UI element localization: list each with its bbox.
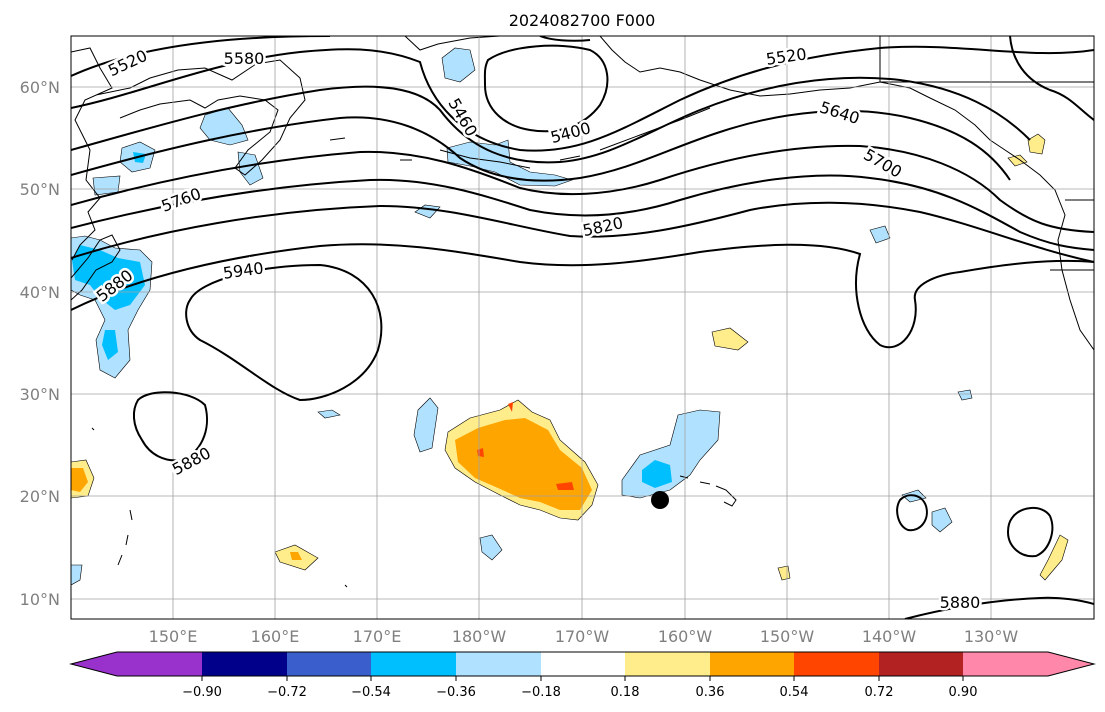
shade-area-east1 bbox=[869, 225, 891, 244]
location-marker bbox=[651, 491, 669, 509]
colorbar-segment bbox=[541, 652, 625, 676]
shade-area-hawaii-core bbox=[642, 460, 672, 488]
coastline-alaska bbox=[404, 36, 1094, 351]
contour-line bbox=[904, 596, 1094, 619]
coastline-islands bbox=[91, 427, 348, 588]
shade-area-west-core bbox=[72, 245, 145, 310]
contour-line bbox=[71, 76, 1031, 164]
colorbar-tick-label: 0.18 bbox=[611, 685, 640, 700]
map-frame bbox=[70, 35, 1095, 620]
contour-label: 5580 bbox=[224, 49, 265, 68]
lon-label: 180°W bbox=[452, 627, 507, 646]
shade-area-kuril bbox=[237, 151, 264, 186]
colorbar-tick-label: 0.36 bbox=[696, 685, 725, 700]
contour-line bbox=[1009, 36, 1094, 121]
contour-line-closed bbox=[483, 44, 609, 133]
contour-line-closed bbox=[132, 391, 208, 462]
colorbar-tick-label: 0.90 bbox=[949, 685, 978, 700]
colorbar-segment bbox=[879, 652, 963, 676]
coastline-hawaii bbox=[679, 475, 737, 507]
colorbar-tick-label: −0.36 bbox=[436, 685, 476, 700]
shade-area-small1 bbox=[317, 409, 341, 419]
shade-area-east3 bbox=[931, 507, 953, 533]
colorbar-tick-labels: −0.90 −0.72 −0.54 −0.36 −0.18 0.18 0.36 … bbox=[182, 685, 977, 700]
longitude-labels: 150°E 160°E 170°E 180°W 170°W 160°W 150°… bbox=[149, 627, 1019, 646]
contour-line bbox=[71, 144, 1094, 233]
lon-label: 130°W bbox=[964, 627, 1019, 646]
coastlines bbox=[71, 36, 1094, 588]
colorbar-tick-label: 0.54 bbox=[780, 685, 809, 700]
colorbar-extend-high bbox=[1048, 652, 1094, 676]
colorbar-ticks bbox=[201, 676, 964, 681]
lat-label: 40°N bbox=[20, 283, 60, 302]
shade-area-central-pos-red1 bbox=[556, 482, 574, 490]
contour-line-closed bbox=[185, 263, 383, 402]
contour-line bbox=[71, 109, 1011, 182]
lat-label: 30°N bbox=[20, 385, 60, 404]
shade-area-south bbox=[479, 534, 503, 561]
contour-line bbox=[71, 45, 1094, 152]
colorbar-segment bbox=[456, 652, 541, 676]
colorbar-outline bbox=[69, 651, 1096, 677]
shaded-negative-areas bbox=[71, 47, 973, 586]
colorbar-segment bbox=[963, 652, 1048, 676]
colorbar-segment bbox=[794, 652, 879, 676]
height-contours bbox=[71, 36, 1094, 619]
colorbar-segment bbox=[625, 652, 710, 676]
contour-line bbox=[71, 174, 1094, 251]
colorbar-tick-label: −0.90 bbox=[182, 685, 222, 700]
map-panel: 5520 5580 5460 5400 5520 5640 5700 5760 … bbox=[71, 36, 1094, 619]
lon-label: 160°E bbox=[251, 627, 300, 646]
colorbar-tick-label: −0.54 bbox=[351, 685, 391, 700]
shade-area-south-pos-orange bbox=[290, 552, 302, 560]
contour-line bbox=[71, 243, 1094, 349]
colorbar-segment bbox=[117, 652, 202, 676]
lon-label: 140°W bbox=[862, 627, 917, 646]
coastline-canada bbox=[879, 36, 1094, 271]
colorbar-tick-label: −0.72 bbox=[267, 685, 307, 700]
contour-line bbox=[71, 201, 1094, 263]
colorbar-segment bbox=[287, 652, 371, 676]
shade-area-east-pos bbox=[711, 327, 749, 351]
contour-line-closed bbox=[896, 494, 928, 532]
colorbar-tick-label: −0.18 bbox=[521, 685, 561, 700]
colorbar-tick-label: 0.72 bbox=[865, 685, 894, 700]
shade-area-dateline bbox=[413, 397, 439, 453]
lon-label: 150°E bbox=[149, 627, 198, 646]
lon-label: 150°W bbox=[760, 627, 815, 646]
shade-area-alaska-n bbox=[441, 47, 476, 83]
colorbar: −0.90 −0.72 −0.54 −0.36 −0.18 0.18 0.36 … bbox=[69, 651, 1096, 700]
shade-area-bc-pos bbox=[1007, 154, 1028, 167]
shade-area-far-east-pos bbox=[1039, 534, 1069, 581]
map-title: 2024082700 F000 bbox=[509, 11, 656, 30]
contour-line-closed bbox=[1006, 507, 1054, 558]
colorbar-segment bbox=[710, 652, 794, 676]
coastline-aleutians bbox=[329, 107, 711, 169]
shade-area-left-edge bbox=[71, 564, 83, 586]
lat-label: 60°N bbox=[20, 78, 60, 97]
shade-area-west-small bbox=[102, 330, 118, 360]
colorbar-extend-low bbox=[71, 652, 117, 676]
lon-label: 160°W bbox=[658, 627, 713, 646]
lon-label: 170°E bbox=[353, 627, 402, 646]
lon-label: 170°W bbox=[555, 627, 610, 646]
lat-label: 50°N bbox=[20, 180, 60, 199]
contour-label: 5880 bbox=[940, 593, 981, 612]
lat-label: 20°N bbox=[20, 487, 60, 506]
latitude-labels: 60°N 50°N 40°N 30°N 20°N 10°N bbox=[20, 78, 60, 609]
shade-area-canada-pos bbox=[1027, 133, 1046, 155]
shaded-positive-areas bbox=[71, 133, 1069, 581]
shade-area-central-pos-red3 bbox=[508, 402, 513, 412]
shade-area-west-pos-orange bbox=[71, 468, 88, 492]
contour-line bbox=[539, 36, 591, 42]
shade-area-kamchatka bbox=[199, 107, 249, 146]
shade-area-east2 bbox=[957, 389, 973, 401]
colorbar-segment bbox=[371, 652, 456, 676]
colorbar-segment bbox=[202, 652, 287, 676]
lat-label: 10°N bbox=[20, 590, 60, 609]
